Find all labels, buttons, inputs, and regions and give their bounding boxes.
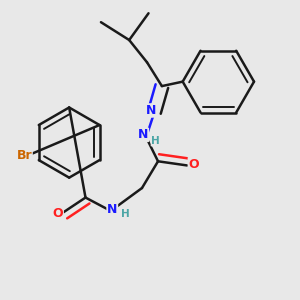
Text: H: H	[121, 209, 129, 219]
Text: O: O	[52, 206, 63, 220]
Text: N: N	[107, 202, 117, 216]
Text: Br: Br	[16, 149, 32, 162]
Text: N: N	[138, 128, 148, 141]
Text: H: H	[151, 136, 160, 146]
Text: N: N	[146, 104, 156, 117]
Text: O: O	[188, 158, 199, 171]
